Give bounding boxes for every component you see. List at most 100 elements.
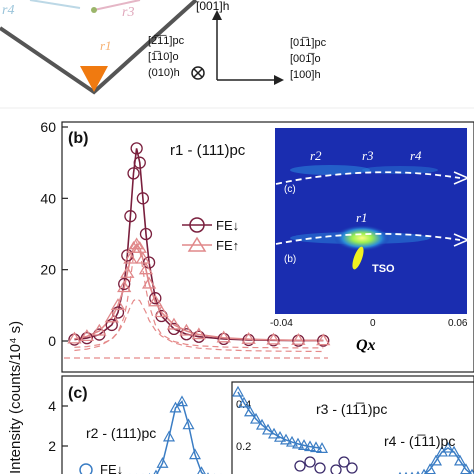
b-point-fe-up bbox=[316, 333, 331, 346]
panel-b-yticks: 0 20 40 60 bbox=[40, 119, 68, 349]
r2-point bbox=[197, 466, 206, 474]
b-point-fe-down bbox=[124, 210, 137, 223]
legend-label-up: FE↑ bbox=[216, 238, 239, 253]
dir-label-top: [001]h bbox=[196, 0, 229, 13]
schematic: r4 r3 r1 [001]h [2̅1̅1]pc [1̅10]o (010)h… bbox=[0, 0, 327, 95]
inset-substrate-label: TSO bbox=[372, 263, 395, 275]
r2-point bbox=[162, 430, 176, 442]
b-point-fe-down bbox=[80, 331, 94, 345]
b-point-fe-up bbox=[291, 333, 306, 345]
b-point-fe-up bbox=[110, 298, 126, 310]
inset-xtick-1: -0.04 bbox=[270, 318, 293, 329]
b-point-fe-up bbox=[92, 323, 107, 336]
b-point-fe-up bbox=[138, 262, 154, 275]
r3-point bbox=[249, 412, 263, 424]
b-point-fe-down bbox=[121, 249, 134, 262]
r2-point bbox=[156, 456, 169, 468]
r2-markers bbox=[129, 395, 222, 474]
panel-b-tag: (b) bbox=[68, 130, 88, 147]
out-of-plane-icon bbox=[191, 66, 205, 80]
dashed-arc-lower bbox=[275, 232, 461, 245]
r3-point bbox=[273, 430, 287, 442]
b-ytick-label: 40 bbox=[40, 190, 56, 206]
panel-b-markers bbox=[67, 142, 331, 347]
rod-label-r4: r4 bbox=[410, 148, 422, 163]
b-ytick-label: 20 bbox=[40, 262, 56, 278]
subpanel-frame bbox=[231, 381, 474, 474]
rod-label-r3: r3 bbox=[362, 148, 374, 163]
b-point-fe-up bbox=[117, 280, 132, 293]
panel-c: 24 (c) r2 - (111)pc 0.4 0.2 r3 - (11̅1)p… bbox=[48, 375, 474, 474]
rsm-map bbox=[275, 128, 467, 314]
dir-label-right-3: [100]h bbox=[290, 69, 321, 81]
inset-xtick-3: 0.06 bbox=[448, 318, 468, 329]
dir-label-right-2: [001̅]o bbox=[290, 53, 321, 65]
r3-point bbox=[231, 385, 245, 397]
b-fit-component-0 bbox=[74, 240, 324, 349]
r4-point bbox=[441, 441, 455, 453]
axis-up-head bbox=[212, 10, 222, 20]
inset-ytick-1: 4.40 bbox=[252, 154, 272, 165]
panel-c-label-r3: r3 - (11̅1)pc bbox=[316, 401, 387, 417]
panel-c-tag: (c) bbox=[68, 385, 88, 402]
r3-point bbox=[315, 442, 329, 453]
r4-fit-line bbox=[423, 447, 473, 474]
c-point-fe-down bbox=[330, 464, 342, 474]
rod-label-r2: r2 bbox=[310, 148, 322, 163]
b-point-fe-up bbox=[216, 330, 231, 343]
arc-arrow-upper bbox=[453, 171, 470, 185]
rsm-inset: (c) (b) r2 r3 r4 r1 TSO 4.40 4.30 Qz -0.… bbox=[250, 128, 470, 354]
r3-point bbox=[285, 435, 299, 447]
r3-point bbox=[261, 423, 275, 435]
b-point-fe-down bbox=[133, 156, 146, 169]
b-point-fe-up bbox=[123, 251, 138, 264]
r4-point bbox=[453, 454, 467, 466]
c-point-fe-down bbox=[338, 456, 350, 468]
r3-point bbox=[243, 405, 257, 417]
c-point-fe-down bbox=[314, 462, 326, 474]
vector-label-r1: r1 bbox=[100, 38, 112, 53]
dir-label-right-1: [01̅1]pc bbox=[290, 37, 327, 49]
dir-label-left-2: [1̅10]o bbox=[148, 51, 179, 63]
fe-down-markers-c bbox=[294, 456, 358, 474]
inset-xtick-2: 0 bbox=[370, 318, 376, 329]
r3-arrow bbox=[93, 0, 141, 11]
b-point-fe-down bbox=[118, 277, 131, 291]
r4-point bbox=[447, 445, 461, 457]
panel-c-label-r2: r2 - (111)pc bbox=[86, 425, 156, 441]
panel-b-legend: FE↓ FE↑ bbox=[182, 217, 239, 253]
b-point-fe-down bbox=[139, 227, 153, 241]
inset-xlabel: Qx bbox=[356, 337, 376, 354]
dir-label-left-3: (010)h bbox=[148, 67, 180, 79]
panel-c-yticks: 24 bbox=[48, 398, 68, 454]
tso-peak bbox=[352, 246, 364, 270]
legend-marker-triangle bbox=[187, 236, 207, 252]
r1-arrow-head bbox=[80, 66, 108, 92]
legend-c-label: FE↓ bbox=[100, 462, 123, 474]
r3-point bbox=[255, 418, 269, 430]
r2-point bbox=[175, 395, 189, 407]
b-point-fe-down bbox=[105, 318, 118, 332]
inset-peak-label: r1 bbox=[356, 210, 368, 225]
b-point-fe-down bbox=[149, 292, 162, 305]
r3-point bbox=[267, 427, 281, 439]
c-ytick-label: 2 bbox=[48, 438, 56, 454]
r2-point bbox=[182, 418, 195, 430]
legend-marker-circle bbox=[189, 217, 205, 233]
legend-c-circle bbox=[79, 463, 93, 474]
r4-point bbox=[429, 454, 443, 466]
r4-arrow bbox=[29, 0, 81, 9]
b-point-fe-down bbox=[130, 142, 143, 155]
b-fit-component-1 bbox=[74, 297, 324, 353]
r3-point bbox=[297, 439, 311, 450]
b-point-fe-up bbox=[141, 276, 157, 289]
b-point-fe-down bbox=[217, 332, 230, 346]
b-point-fe-up bbox=[148, 294, 163, 307]
inset-tag-c: (c) bbox=[284, 184, 296, 195]
r3-markers bbox=[231, 385, 329, 453]
inset-ytick-2: 4.30 bbox=[252, 270, 272, 281]
dir-label-left-1: [2̅1̅1]pc bbox=[148, 35, 185, 47]
r3-point bbox=[303, 440, 317, 452]
vector-label-r3: r3 bbox=[122, 5, 134, 20]
